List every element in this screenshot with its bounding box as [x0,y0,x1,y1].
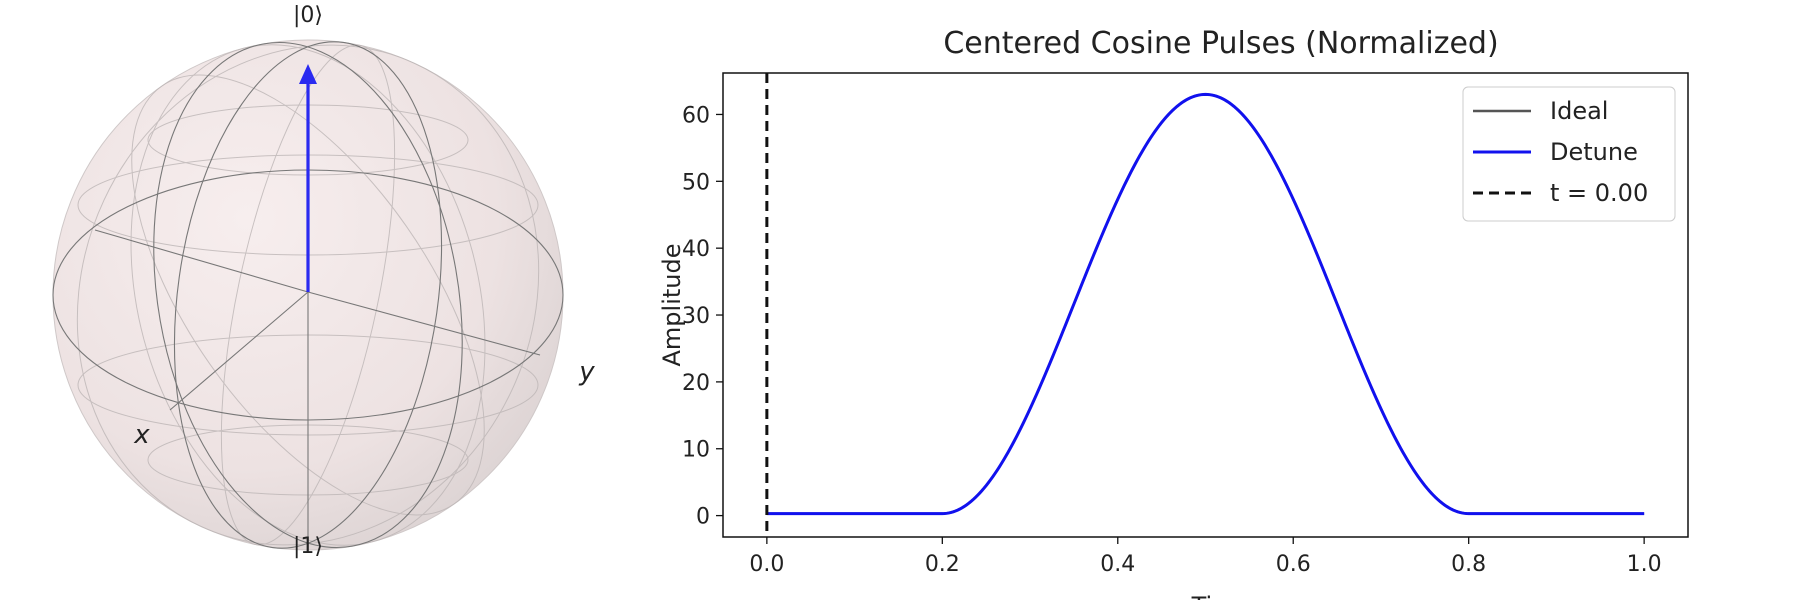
y-tick-label: 30 [682,304,710,329]
x-tick-label: 0.4 [1100,552,1135,577]
y-tick-label: 0 [696,505,710,530]
chart-legend: Ideal Detune t = 0.00 [1462,86,1676,222]
y-tick-label: 50 [682,170,710,195]
ket-one-label: |1⟩ [293,534,323,559]
x-axis-ticks: 0.0 0.2 0.4 0.6 0.8 1.0 [749,537,1662,577]
pulse-chart: Centered Cosine Pulses (Normalized) 0.0 0… [658,26,1689,600]
legend-label-detune: Detune [1550,138,1638,166]
y-axis-line [307,291,541,356]
series-line-detune [766,92,1645,516]
y-tick-label: 20 [682,371,710,396]
state-vector-head [299,64,317,84]
legend-box [1462,86,1676,222]
y-tick-label: 40 [682,237,710,262]
x-axis-label: x [133,420,150,450]
x-axis-line [169,291,309,411]
legend-label-vline: t = 0.00 [1550,179,1648,207]
ket-zero-label: |0⟩ [293,3,323,28]
bloch-sphere: |0⟩ |1⟩ x y [52,3,595,559]
y-tick-label: 60 [682,103,710,128]
chart-title: Centered Cosine Pulses (Normalized) [943,26,1498,61]
y-tick-label: 10 [682,438,710,463]
y-axis-label: y [578,357,595,387]
x-tick-label: 0.2 [925,552,960,577]
x-axis-title: Time [1191,592,1251,600]
series-layer [765,73,1645,537]
x-tick-label: 1.0 [1627,552,1662,577]
y-axis-title: Amplitude [658,244,686,367]
x-tick-label: 0.6 [1276,552,1311,577]
sphere-axes [52,41,564,549]
meridian-circle-b [153,41,463,549]
plot-area-frame [722,72,1689,538]
x-tick-label: 0.0 [749,552,784,577]
x-axis-back [94,229,309,293]
x-tick-label: 0.8 [1451,552,1486,577]
meridian-circle-a [173,41,443,549]
legend-label-ideal: Ideal [1550,97,1608,125]
y-axis-ticks: 0 10 20 30 40 50 60 [682,103,723,530]
